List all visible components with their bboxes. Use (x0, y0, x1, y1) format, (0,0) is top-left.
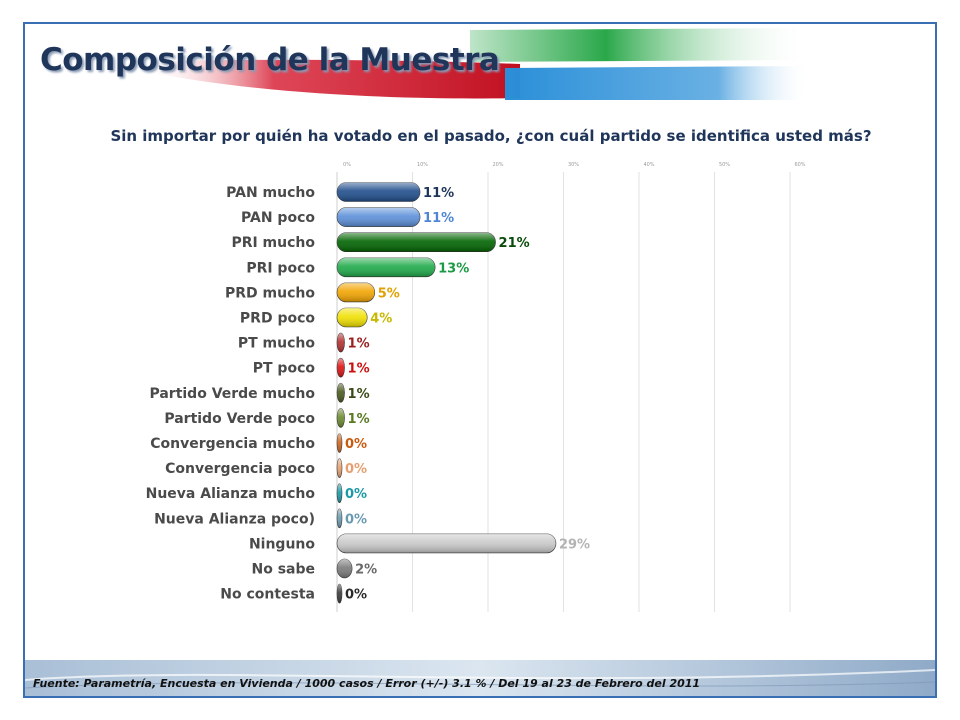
category-label: Convergencia mucho (150, 436, 315, 452)
category-label: PT poco (253, 361, 316, 377)
slide-frame (23, 22, 937, 698)
bar-gloss (337, 559, 353, 578)
banner-blue-stripe (505, 66, 810, 100)
value-label: 1% (348, 387, 370, 402)
category-label: No contesta (220, 587, 315, 603)
x-tick-label: 40% (643, 162, 654, 168)
bar-gloss (337, 282, 375, 302)
bar-gloss (337, 308, 368, 327)
bar-gloss (337, 508, 342, 528)
value-label: 1% (348, 337, 370, 352)
x-tick-label: 30% (568, 162, 579, 168)
bar-gloss (337, 358, 345, 378)
chart-tick-labels: 0% 10% 20% 30% 40% 50% 60% (343, 162, 806, 168)
value-label: 2% (355, 563, 377, 578)
value-label: 0% (345, 462, 367, 477)
bar-gloss (337, 533, 556, 553)
banner-green-stripe (470, 28, 810, 62)
category-label: PRD mucho (225, 285, 315, 301)
category-label: PRI mucho (231, 235, 315, 251)
bar-gloss (337, 458, 342, 478)
value-label: 11% (423, 211, 454, 226)
category-label: PAN mucho (226, 185, 315, 201)
category-label: Ninguno (249, 536, 315, 552)
bar-gloss (337, 333, 345, 353)
x-tick-label: 60% (794, 162, 805, 168)
value-label: 1% (348, 412, 370, 427)
slide-title: Composición de la Muestra (40, 42, 500, 78)
category-label: No sabe (251, 562, 315, 578)
value-label: 13% (438, 261, 469, 276)
category-label: PT mucho (238, 336, 316, 352)
value-label: 29% (559, 537, 590, 552)
chart-value-labels: 11%11%21%13%5%4%1%1%1%1%0%0%0%0%29%2%0% (345, 186, 590, 603)
x-tick-label: 20% (492, 162, 503, 168)
bar-gloss (337, 483, 342, 503)
value-label: 1% (348, 362, 370, 377)
bar-gloss (337, 433, 342, 453)
category-label: Partido Verde mucho (149, 386, 315, 402)
bar-gloss (337, 232, 496, 252)
value-label: 0% (345, 512, 367, 527)
value-label: 0% (345, 437, 367, 452)
category-label: PAN poco (241, 210, 315, 226)
category-label: PRI poco (246, 260, 315, 276)
bar-gloss (337, 408, 345, 428)
chart-question: Sin importar por quién ha votado en el p… (110, 127, 872, 145)
bar-gloss (337, 383, 345, 403)
chart-bars (336, 182, 557, 604)
category-label: Nueva Alianza mucho (146, 486, 316, 502)
source-note: Fuente: Parametría, Encuesta en Vivienda… (33, 677, 701, 690)
bar-gloss (337, 257, 436, 277)
category-label: PRD poco (240, 311, 315, 327)
category-label: Nueva Alianza poco) (154, 511, 315, 527)
bar-chart: 0% 10% 20% 30% 40% 50% 60% PAN mucho PAN poco PR… (146, 162, 806, 612)
banner-red-swoosh (140, 59, 520, 99)
value-label: 5% (378, 286, 400, 301)
x-tick-label: 0% (343, 162, 351, 168)
title-banner-graphic (140, 28, 810, 100)
value-label: 0% (345, 588, 367, 603)
category-label: Convergencia poco (165, 461, 315, 477)
value-label: 4% (370, 312, 392, 327)
bar-gloss (337, 207, 421, 227)
value-label: 21% (499, 236, 530, 251)
chart-category-labels: PAN mucho PAN poco PRI mucho PRI poco PRD mu… (146, 185, 316, 603)
bar-gloss (337, 584, 342, 604)
x-tick-label: 10% (417, 162, 428, 168)
footer-decoration (25, 660, 935, 696)
category-label: Partido Verde poco (164, 411, 315, 427)
bar-gloss (337, 182, 421, 202)
x-tick-label: 50% (719, 162, 730, 168)
value-label: 0% (345, 487, 367, 502)
value-label: 11% (423, 186, 454, 201)
